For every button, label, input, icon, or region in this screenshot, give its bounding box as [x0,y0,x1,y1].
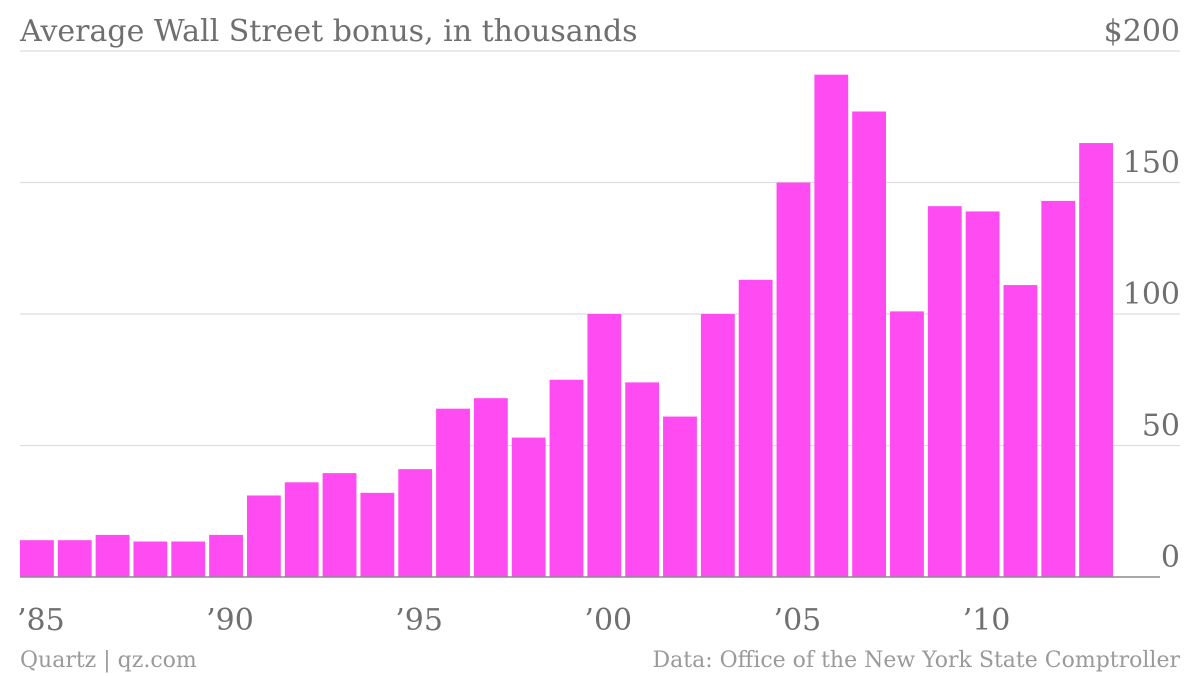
y-tick-label: 100 [1123,277,1180,312]
bar-1991 [246,495,281,577]
y-tick-label: $200 [1104,14,1180,49]
bar-2005 [776,182,811,577]
bar-2002 [663,416,697,577]
y-tick-label: 0 [1161,540,1180,575]
x-tick-label: ’95 [395,603,443,638]
bar-1997 [473,398,508,577]
bar-1986 [57,540,92,577]
bar-2010 [965,211,1000,577]
bar-1999 [549,379,584,577]
bar-2006 [814,74,849,578]
y-tick-label: 50 [1142,409,1180,444]
bar-2009 [927,206,962,578]
bar-1989 [171,541,206,577]
y-tick-label: 150 [1123,146,1180,181]
footer-source: Data: Office of the New York State Compt… [653,648,1181,673]
x-tick-label: ’90 [206,603,254,638]
bar-1992 [284,482,319,577]
footer-credit: Quartz | qz.com [20,648,197,673]
bar-2012 [1041,200,1076,577]
bar-1994 [360,492,395,577]
bar-2011 [1003,285,1038,577]
y-tick-labels: 0 50 100 150 $200 [1104,14,1180,575]
bar-1998 [511,437,546,577]
bars [20,74,1113,578]
bar-2013 [1079,143,1113,578]
bar-1996 [436,408,470,577]
x-tick-label: ’10 [963,603,1011,638]
bar-1993 [322,473,357,577]
bar-1995 [398,469,433,577]
chart-title: Average Wall Street bonus, in thousands [19,14,638,49]
x-tick-label: ’85 [17,603,65,638]
bar-2008 [890,311,924,577]
x-tick-label: ’05 [774,603,822,638]
bar-2000 [587,314,622,577]
bar-1987 [95,534,130,577]
bar-1985 [20,540,54,577]
bar-2004 [738,279,773,577]
x-tick-labels: ’85 ’90 ’95 ’00 ’05 ’10 [17,603,1010,638]
x-tick-label: ’00 [584,603,632,638]
bar-2007 [852,111,887,578]
bar-1988 [133,541,168,577]
bar-2001 [625,382,660,577]
bar-2003 [700,314,735,577]
bar-1990 [209,534,243,577]
